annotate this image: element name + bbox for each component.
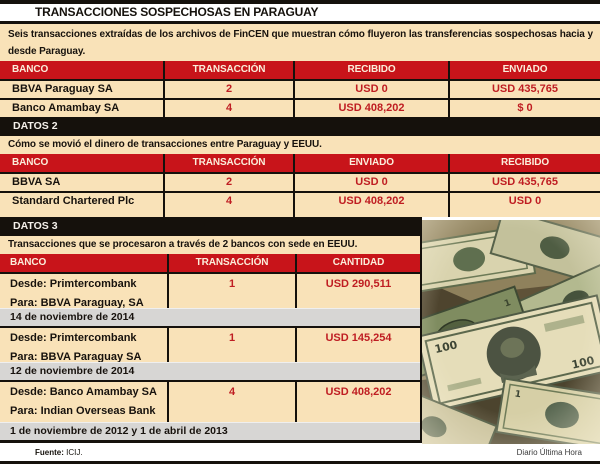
bank-from-to: Desde: Primtercombank Para: BBVA Paragua… bbox=[0, 328, 167, 362]
footer: Fuente: ICIJ. Diario Última Hora bbox=[0, 443, 600, 461]
transaction-count: 4 bbox=[163, 193, 293, 217]
transaction-count: 4 bbox=[163, 100, 293, 117]
section-label-datos2: DATOS 2 bbox=[0, 117, 600, 136]
amount-sent: USD 0 bbox=[293, 174, 448, 191]
table-2: BANCO TRANSACCIÓN ENVIADO RECIBIDO BBVA … bbox=[0, 154, 600, 217]
column-header-enviado: ENVIADO bbox=[293, 154, 448, 172]
bank-from-to: Desde: Banco Amambay SA Para: Indian Ove… bbox=[0, 382, 167, 422]
section-description-datos3: Transacciones que se procesaron a través… bbox=[0, 236, 420, 254]
bank-from: Desde: Banco Amambay SA bbox=[10, 386, 157, 398]
amount: USD 408,202 bbox=[295, 382, 420, 422]
section-label-datos3: DATOS 3 bbox=[0, 217, 420, 236]
amount-sent: USD 435,765 bbox=[448, 81, 600, 98]
table-row: Standard Chartered Plc 4 USD 408,202 USD… bbox=[0, 191, 600, 217]
column-header-transaccion: TRANSACCIÓN bbox=[163, 61, 293, 79]
date-row: 1 de noviembre de 2012 y 1 de abril de 2… bbox=[0, 422, 420, 440]
table-1-header: BANCO TRANSACCIÓN RECIBIDO ENVIADO bbox=[0, 61, 600, 79]
transaction-count: 2 bbox=[163, 174, 293, 191]
source-credit: Fuente: ICIJ. bbox=[35, 448, 83, 457]
table-row: Desde: Primtercombank Para: BBVA Paragua… bbox=[0, 272, 420, 308]
footer-rule bbox=[0, 440, 600, 443]
table-row: BBVA Paraguay SA 2 USD 0 USD 435,765 bbox=[0, 79, 600, 98]
column-header-enviado: ENVIADO bbox=[448, 61, 600, 79]
bank-to: Para: Indian Overseas Bank bbox=[10, 405, 156, 417]
table-row: Desde: Primtercombank Para: BBVA Paragua… bbox=[0, 326, 420, 362]
bank-name: Banco Amambay SA bbox=[12, 102, 120, 114]
transaction-count: 1 bbox=[167, 274, 295, 308]
table-row: BBVA SA 2 USD 0 USD 435,765 bbox=[0, 172, 600, 191]
table-2-header: BANCO TRANSACCIÓN ENVIADO RECIBIDO bbox=[0, 154, 600, 172]
bank-from: Desde: Primtercombank bbox=[10, 332, 137, 344]
column-header-banco: BANCO bbox=[12, 157, 49, 168]
column-header-recibido: RECIBIDO bbox=[293, 61, 448, 79]
intro-text: Seis transacciones extraídas de los arch… bbox=[0, 24, 600, 61]
transaction-count: 2 bbox=[163, 81, 293, 98]
table-row: Banco Amambay SA 4 USD 408,202 $ 0 bbox=[0, 98, 600, 117]
column-header-banco: BANCO bbox=[12, 64, 49, 75]
table-row: Desde: Banco Amambay SA Para: Indian Ove… bbox=[0, 380, 420, 422]
datos3-section: DATOS 3 Transacciones que se procesaron … bbox=[0, 217, 422, 440]
bank-from: Desde: Primtercombank bbox=[10, 278, 137, 290]
top-rule bbox=[0, 0, 600, 4]
bank-name: BBVA SA bbox=[12, 176, 61, 188]
source-label: Fuente: bbox=[35, 447, 64, 457]
bottom-rule bbox=[0, 461, 600, 464]
bank-name: BBVA Paraguay SA bbox=[12, 83, 113, 95]
amount-received: USD 435,765 bbox=[448, 174, 600, 191]
amount-received: USD 408,202 bbox=[293, 100, 448, 117]
amount-sent: $ 0 bbox=[448, 100, 600, 117]
table-3-header: BANCO TRANSACCIÓN CANTIDAD bbox=[0, 254, 420, 272]
publisher-credit: Diario Última Hora bbox=[516, 447, 582, 457]
amount-sent: USD 408,202 bbox=[293, 193, 448, 217]
transaction-count: 1 bbox=[167, 328, 295, 362]
table-1: BANCO TRANSACCIÓN RECIBIDO ENVIADO BBVA … bbox=[0, 61, 600, 117]
column-header-transaccion: TRANSACCIÓN bbox=[167, 254, 295, 272]
amount: USD 145,254 bbox=[295, 328, 420, 362]
column-header-recibido: RECIBIDO bbox=[448, 154, 600, 172]
amount-received: USD 0 bbox=[448, 193, 600, 217]
amount-received: USD 0 bbox=[293, 81, 448, 98]
page-title: TRANSACCIONES SOSPECHOSAS EN PARAGUAY bbox=[0, 4, 600, 24]
section-description-datos2: Cómo se movió el dinero de transacciones… bbox=[0, 136, 600, 154]
date-row: 14 de noviembre de 2014 bbox=[0, 308, 420, 326]
bank-to: Para: BBVA Paraguay SA bbox=[10, 351, 142, 362]
source-value: ICIJ. bbox=[66, 447, 83, 457]
column-header-banco: BANCO bbox=[10, 257, 47, 268]
bank-from-to: Desde: Primtercombank Para: BBVA Paragua… bbox=[0, 274, 167, 308]
date-row: 12 de noviembre de 2014 bbox=[0, 362, 420, 380]
bank-to: Para: BBVA Paraguay, SA bbox=[10, 297, 144, 308]
bank-name: Standard Chartered Plc bbox=[12, 195, 135, 207]
amount: USD 290,511 bbox=[295, 274, 420, 308]
money-photo: 1 100 100 1 1 bbox=[422, 220, 600, 444]
column-header-transaccion: TRANSACCIÓN bbox=[163, 154, 293, 172]
transaction-count: 4 bbox=[167, 382, 295, 422]
column-header-cantidad: CANTIDAD bbox=[295, 254, 420, 272]
